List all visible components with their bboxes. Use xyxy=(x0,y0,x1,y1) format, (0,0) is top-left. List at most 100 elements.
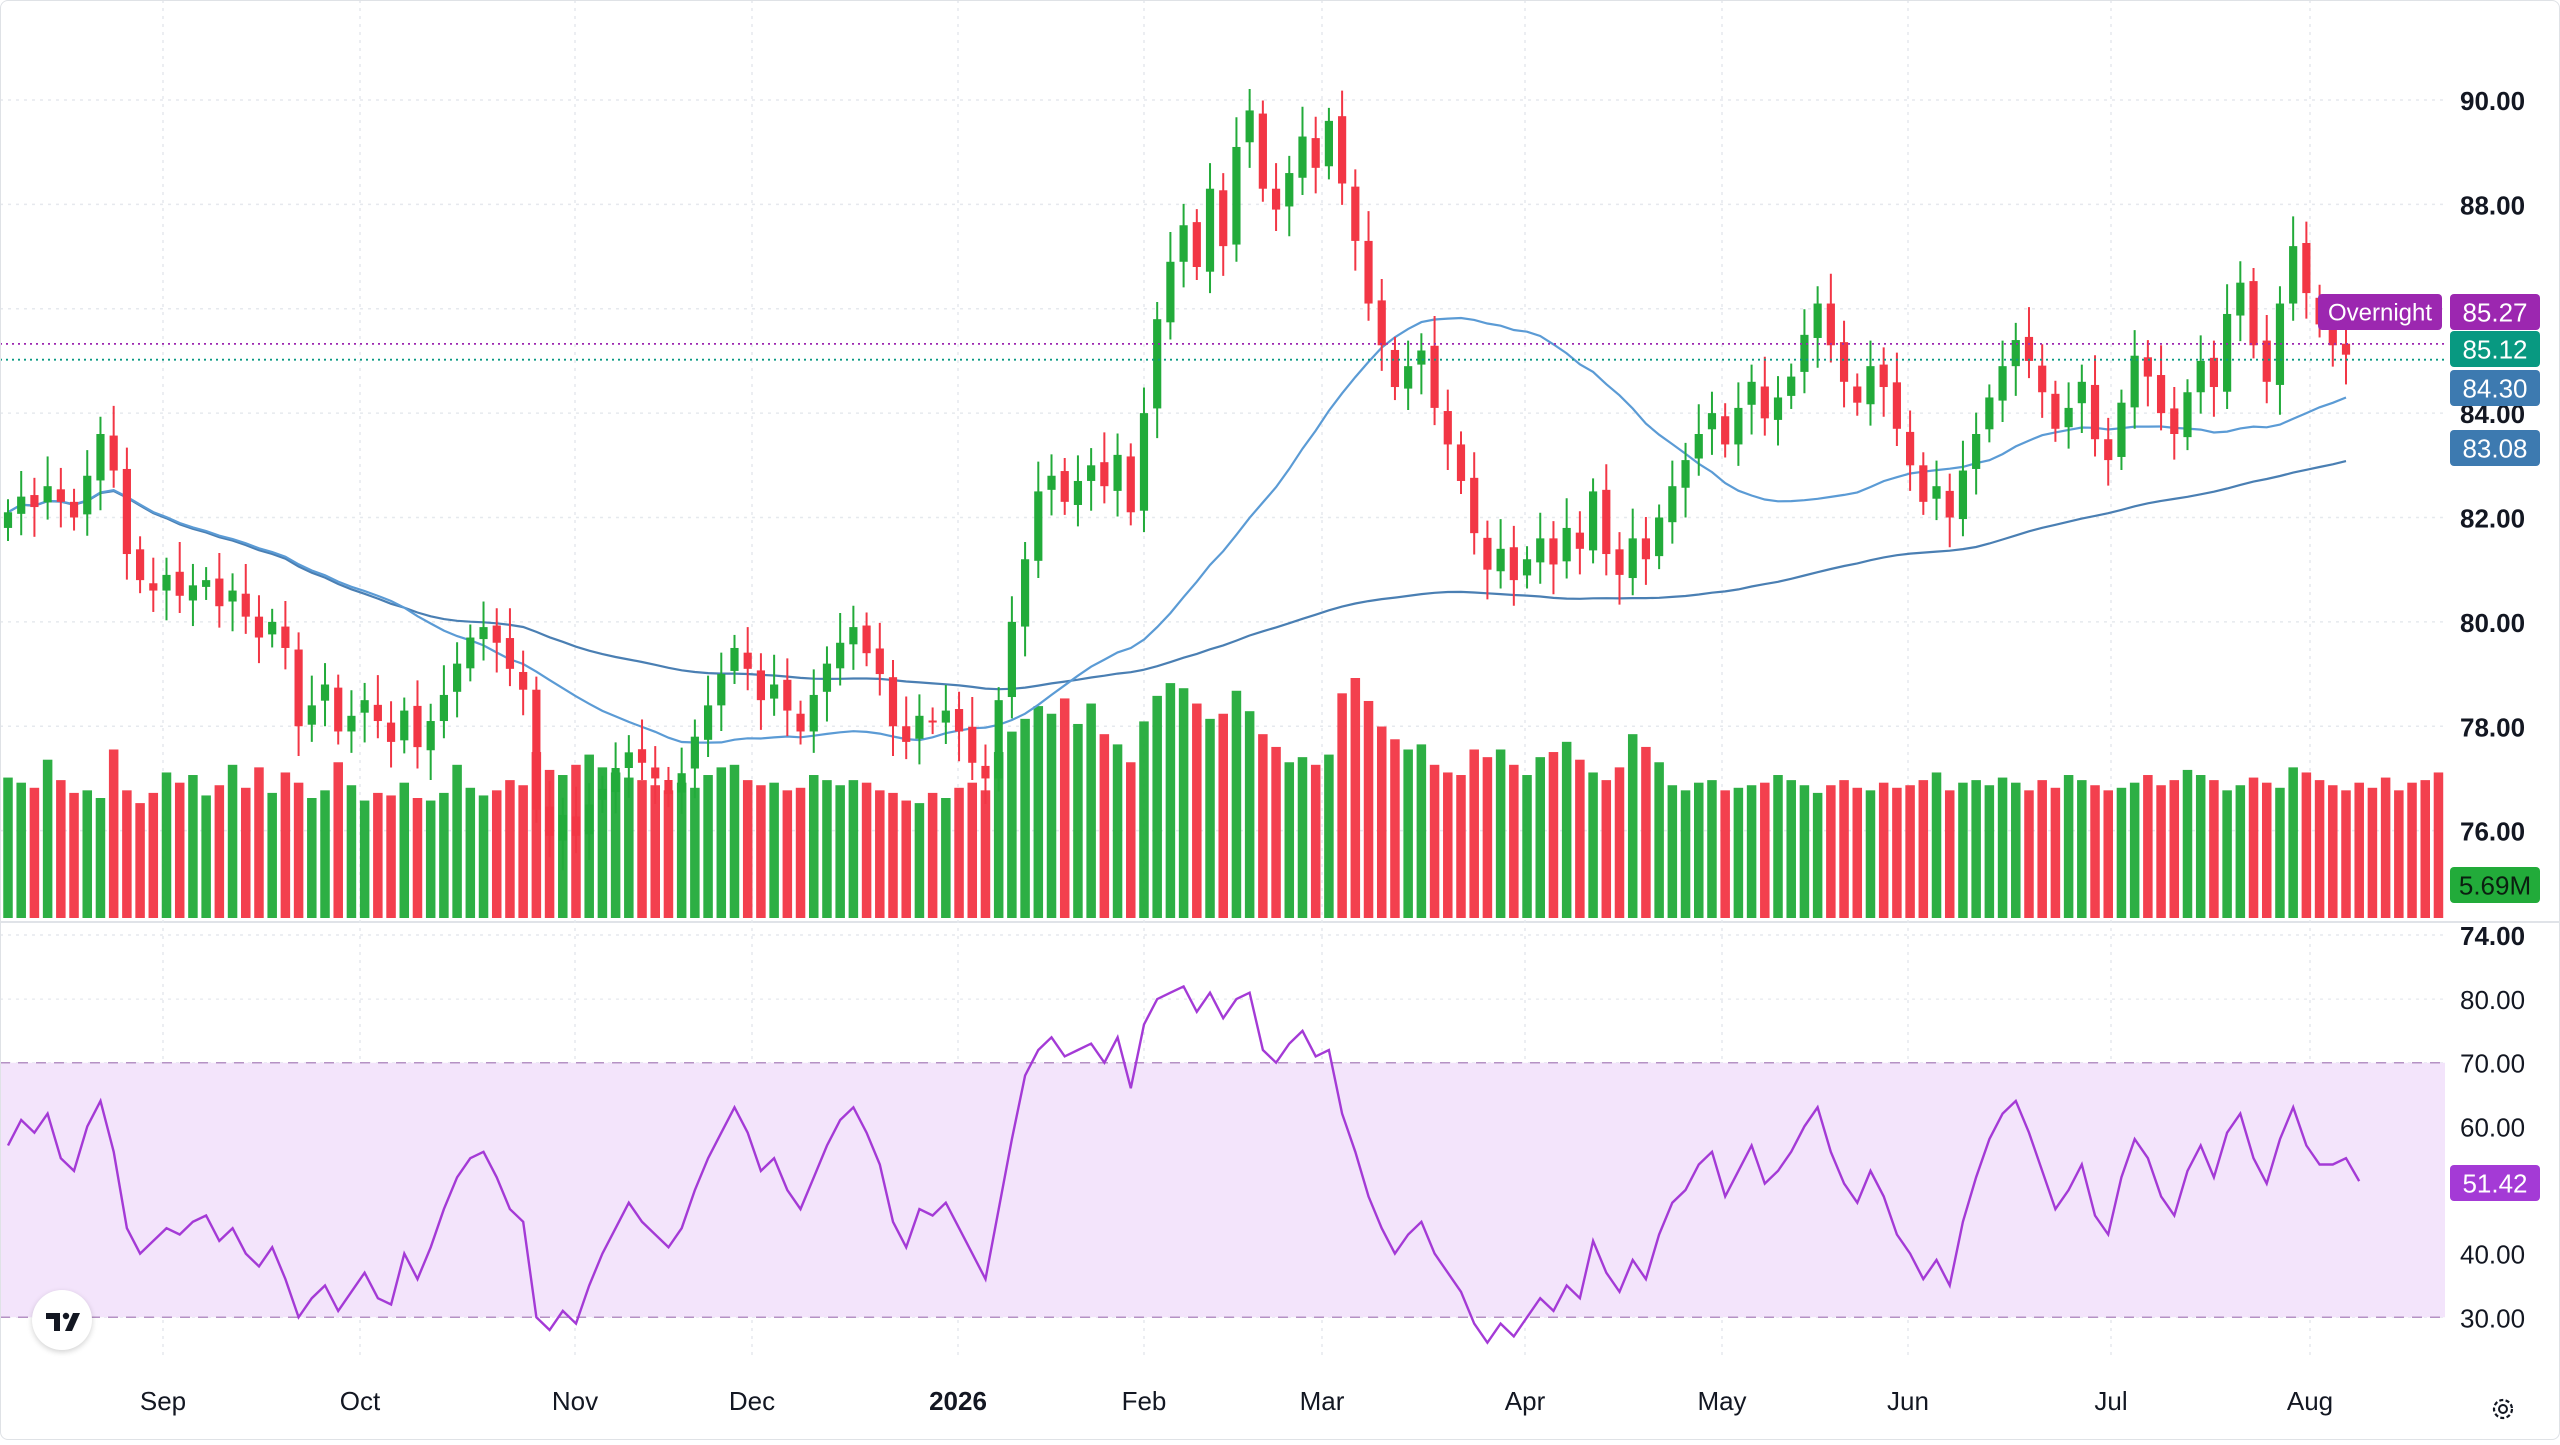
candle[interactable] xyxy=(1205,163,1215,294)
candle[interactable] xyxy=(1087,448,1096,511)
candle[interactable] xyxy=(1972,412,1981,495)
candle[interactable] xyxy=(1126,443,1135,526)
candle[interactable] xyxy=(43,456,52,520)
candle[interactable] xyxy=(1707,391,1717,455)
candle[interactable] xyxy=(1364,211,1373,321)
candle[interactable] xyxy=(1496,519,1505,589)
candle[interactable] xyxy=(1219,173,1228,276)
candle[interactable] xyxy=(1549,521,1558,595)
candles[interactable] xyxy=(3,89,2351,871)
candle[interactable] xyxy=(677,747,686,814)
candle[interactable] xyxy=(2170,387,2179,460)
candle[interactable] xyxy=(888,659,898,756)
candle[interactable] xyxy=(1787,363,1796,409)
candle[interactable] xyxy=(1668,460,1677,544)
candle[interactable] xyxy=(202,567,211,600)
candle[interactable] xyxy=(386,701,396,768)
candle[interactable] xyxy=(1536,512,1545,584)
candle[interactable] xyxy=(2077,364,2086,433)
settings-gear-icon[interactable] xyxy=(2488,1394,2518,1424)
candle[interactable] xyxy=(703,675,713,758)
candle[interactable] xyxy=(968,697,977,781)
candle[interactable] xyxy=(1073,455,1083,527)
candle[interactable] xyxy=(981,744,990,805)
candle[interactable] xyxy=(1866,340,1875,426)
candle[interactable] xyxy=(915,694,924,765)
candle[interactable] xyxy=(1417,333,1426,395)
candle[interactable] xyxy=(1562,498,1571,579)
candle[interactable] xyxy=(519,650,528,716)
candle[interactable] xyxy=(2143,340,2152,407)
candle[interactable] xyxy=(862,612,871,667)
candle[interactable] xyxy=(822,646,832,722)
candle[interactable] xyxy=(1694,404,1703,476)
candle[interactable] xyxy=(1298,106,1307,195)
candle[interactable] xyxy=(756,653,766,730)
candle[interactable] xyxy=(571,786,581,854)
candle[interactable] xyxy=(2289,216,2298,321)
candle[interactable] xyxy=(96,416,105,511)
candle[interactable] xyxy=(1998,340,2007,422)
candle[interactable] xyxy=(294,632,303,756)
candle[interactable] xyxy=(453,642,462,718)
candle[interactable] xyxy=(1760,356,1769,436)
candle[interactable] xyxy=(690,719,699,799)
candle[interactable] xyxy=(902,696,911,760)
candle[interactable] xyxy=(1892,352,1901,447)
candle[interactable] xyxy=(1879,347,1888,417)
candle[interactable] xyxy=(426,703,435,781)
candle[interactable] xyxy=(1655,504,1664,570)
candle[interactable] xyxy=(2117,389,2126,471)
candle[interactable] xyxy=(1166,232,1175,340)
candle[interactable] xyxy=(954,691,964,762)
candle[interactable] xyxy=(1021,542,1030,657)
candle[interactable] xyxy=(1377,279,1386,371)
candle[interactable] xyxy=(796,700,805,745)
candle[interactable] xyxy=(1800,309,1809,394)
candle[interactable] xyxy=(1390,336,1400,401)
candle[interactable] xyxy=(83,450,92,536)
candle[interactable] xyxy=(1047,454,1056,516)
tradingview-logo[interactable] xyxy=(32,1290,92,1350)
candle[interactable] xyxy=(1945,473,1954,548)
candle[interactable] xyxy=(2236,261,2245,342)
candle[interactable] xyxy=(228,573,237,632)
candle[interactable] xyxy=(400,697,409,754)
candle[interactable] xyxy=(1179,203,1188,288)
candle[interactable] xyxy=(2196,335,2205,414)
candle[interactable] xyxy=(241,563,250,634)
candle[interactable] xyxy=(56,467,65,528)
candle[interactable] xyxy=(162,557,171,621)
candle[interactable] xyxy=(941,685,950,744)
candle[interactable] xyxy=(1588,478,1598,564)
candle[interactable] xyxy=(1958,440,1968,537)
candle[interactable] xyxy=(1060,458,1069,515)
candle[interactable] xyxy=(1681,442,1690,518)
candle[interactable] xyxy=(2156,345,2166,431)
candle[interactable] xyxy=(1007,596,1016,719)
candle[interactable] xyxy=(188,563,198,627)
candle[interactable] xyxy=(373,675,382,739)
candle[interactable] xyxy=(1615,532,1624,605)
candle[interactable] xyxy=(651,746,660,805)
candle[interactable] xyxy=(2038,344,2047,418)
candle[interactable] xyxy=(836,613,845,686)
candle[interactable] xyxy=(1285,155,1294,237)
candle[interactable] xyxy=(1456,431,1466,495)
candle[interactable] xyxy=(2011,322,2020,396)
candle[interactable] xyxy=(598,775,607,813)
candle[interactable] xyxy=(2209,340,2219,417)
candle[interactable] xyxy=(770,654,779,716)
candle[interactable] xyxy=(334,674,343,745)
candle[interactable] xyxy=(2249,268,2258,359)
candle[interactable] xyxy=(1509,525,1518,606)
candle[interactable] xyxy=(875,622,884,696)
candle[interactable] xyxy=(1985,384,1994,443)
candle[interactable] xyxy=(109,405,118,488)
candle[interactable] xyxy=(479,601,488,661)
candle[interactable] xyxy=(611,742,620,814)
candle[interactable] xyxy=(69,488,79,531)
candle[interactable] xyxy=(1919,452,1928,515)
candle[interactable] xyxy=(1747,364,1756,435)
